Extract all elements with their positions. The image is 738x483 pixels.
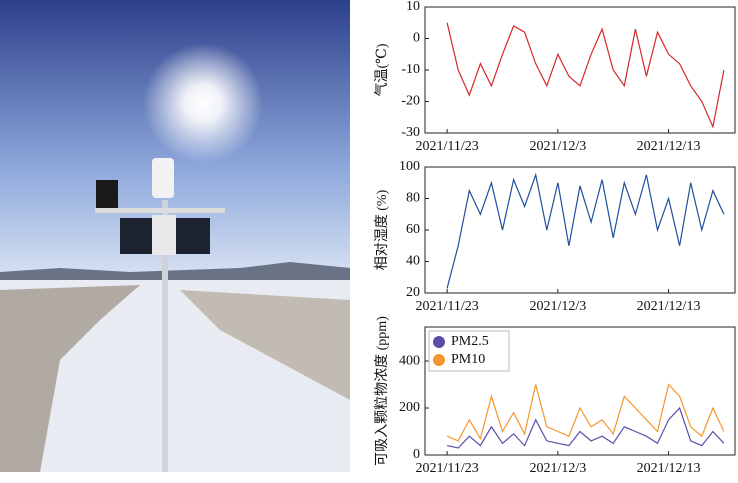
x-tick-label: 2021/12/3: [529, 461, 586, 476]
x-tick-label: 2021/12/13: [637, 461, 701, 476]
legend-label: PM10: [451, 352, 485, 367]
x-tick-label: 2021/12/3: [529, 299, 586, 314]
sun: [143, 43, 263, 163]
y-tick-label: 80: [406, 191, 420, 206]
x-tick-label: 2021/12/13: [637, 299, 701, 314]
crossbar: [95, 208, 225, 213]
y-axis-label: 气温(℃): [374, 43, 390, 96]
legend-marker: [433, 354, 445, 366]
box: [152, 215, 176, 255]
photo: [0, 0, 350, 472]
charts: -30 -20 -10 0 10 2021/11/23 2021/12/3 2021/12/1…: [374, 0, 736, 476]
x-tick-label: 2021/12/13: [637, 139, 701, 154]
y-tick-label: 0: [413, 447, 420, 462]
pole: [162, 200, 168, 472]
y-tick-label: 0: [413, 31, 420, 46]
sensor: [152, 158, 174, 198]
y-tick-label: 400: [399, 353, 420, 368]
y-tick-label: 20: [406, 285, 420, 300]
legend-marker: [433, 336, 445, 348]
data-line: [446, 383, 725, 442]
y-tick-label: -10: [401, 62, 420, 77]
y-tick-label: -30: [401, 125, 420, 140]
y-tick-label: 40: [406, 254, 420, 269]
plot-frame: [424, 6, 736, 134]
rain-gauge: [96, 180, 118, 208]
y-axis-label: 相对湿度 (%): [374, 189, 390, 270]
ditch: [0, 285, 140, 472]
legend-label: PM2.5: [451, 334, 489, 349]
y-tick-label: 10: [406, 0, 420, 14]
x-tick-label: 2021/11/23: [416, 299, 479, 314]
y-tick-label: -20: [401, 94, 420, 109]
x-tick-label: 2021/12/3: [529, 139, 586, 154]
y-tick-label: 100: [399, 159, 420, 174]
hills: [0, 262, 350, 282]
y-tick-label: 60: [406, 222, 420, 237]
x-tick-label: 2021/11/23: [416, 461, 479, 476]
y-axis-label: 可吸入颗粒物浓度 (ppm): [374, 316, 390, 466]
stubble: [180, 290, 350, 400]
y-tick-label: 200: [399, 400, 420, 415]
plot-frame: [424, 326, 736, 456]
data-line: [446, 22, 725, 129]
data-line: [446, 406, 725, 449]
x-tick-label: 2021/11/23: [416, 139, 479, 154]
data-line: [446, 172, 725, 289]
